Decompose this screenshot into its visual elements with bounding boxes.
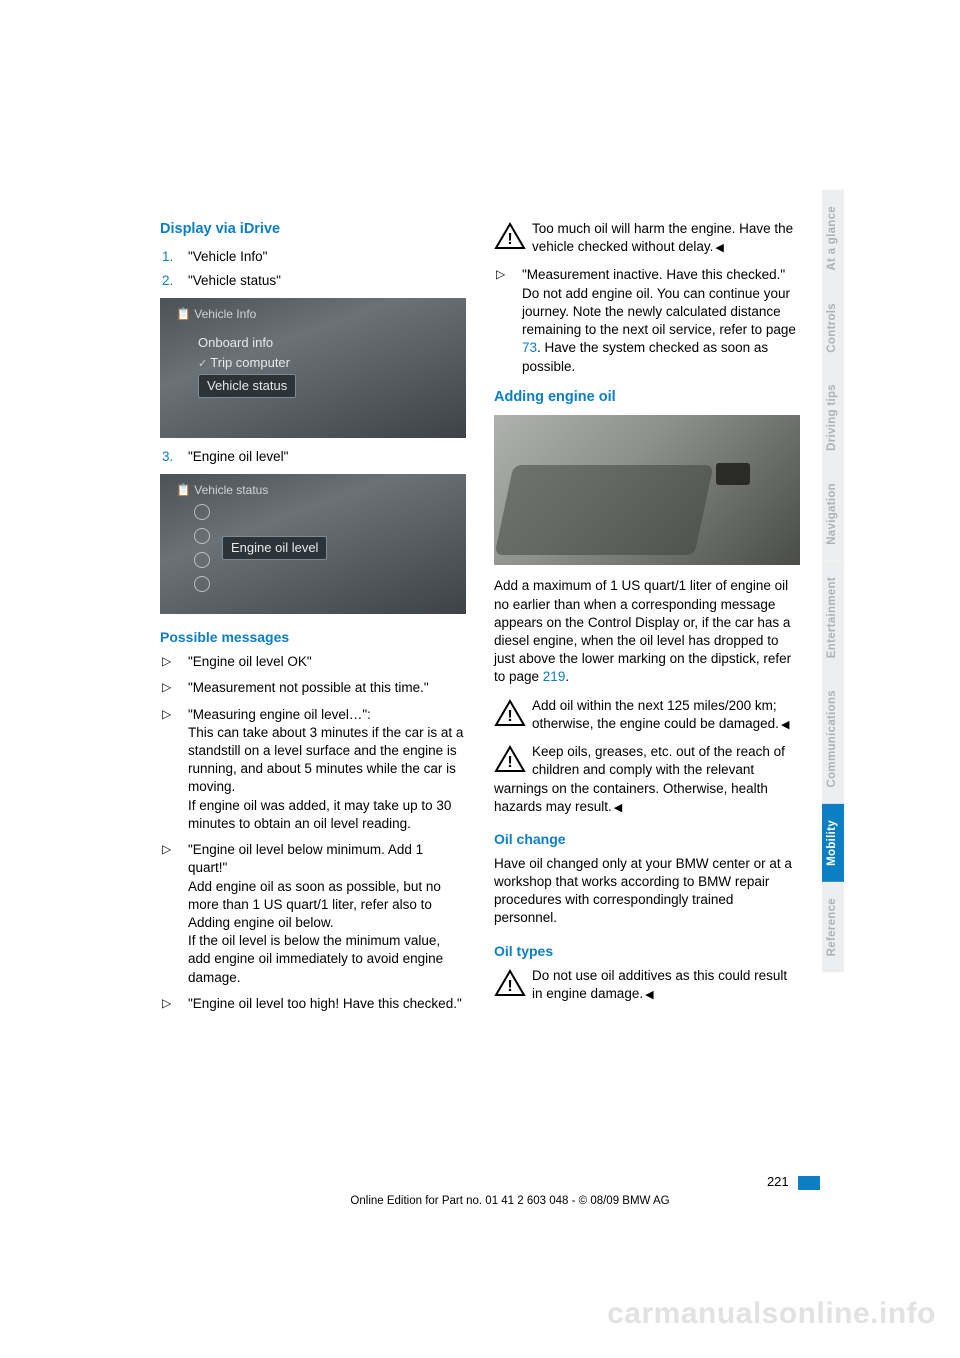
page: Display via iDrive 1. "Vehicle Info" 2. …: [0, 0, 960, 1358]
screenshot-line: Onboard info: [198, 334, 273, 352]
list-item: "Engine oil level too high! Have this ch…: [160, 995, 466, 1013]
body-text: Have oil changed only at your BMW center…: [494, 855, 800, 928]
tab-reference[interactable]: Reference: [822, 882, 844, 972]
message-text: "Measuring engine oil level…":: [188, 707, 371, 722]
heading-oil-types: Oil types: [494, 942, 800, 961]
warning-block: ! Keep oils, greases, etc. out of the re…: [494, 743, 800, 816]
message-text: Add engine oil as soon as possible, but …: [188, 879, 441, 930]
screenshot-header: 📋 Vehicle status: [176, 482, 268, 498]
heading-display-via-idrive: Display via iDrive: [160, 220, 466, 240]
heading-possible-messages: Possible messages: [160, 628, 466, 647]
tab-entertainment[interactable]: Entertainment: [822, 561, 844, 674]
tab-mobility[interactable]: Mobility: [822, 804, 844, 882]
warning-icon: !: [494, 745, 526, 773]
list-item: 3. "Engine oil level": [160, 448, 466, 466]
possible-messages-list: "Engine oil level OK" "Measurement not p…: [160, 653, 466, 1013]
body-text: .: [565, 669, 569, 684]
left-column: Display via iDrive 1. "Vehicle Info" 2. …: [160, 220, 466, 1021]
message-text: "Measurement inactive. Have this checked…: [522, 267, 785, 282]
list-item: "Measurement not possible at this time.": [160, 679, 466, 697]
list-item: "Engine oil level below minimum. Add 1 q…: [160, 841, 466, 987]
message-text: If engine oil was added, it may take up …: [188, 798, 451, 831]
step-text: "Vehicle Info": [188, 249, 267, 264]
idrive-steps-list-continued: 3. "Engine oil level": [160, 448, 466, 466]
message-text: "Engine oil level OK": [188, 654, 312, 669]
edition-line: Online Edition for Part no. 01 41 2 603 …: [160, 1194, 860, 1210]
svg-text:!: !: [507, 978, 512, 995]
message-text: If the oil level is below the minimum va…: [188, 933, 443, 984]
svg-text:!: !: [507, 708, 512, 725]
step-number: 3.: [162, 448, 173, 466]
tab-driving-tips[interactable]: Driving tips: [822, 368, 844, 467]
list-item: "Measuring engine oil level…": This can …: [160, 706, 466, 834]
tab-at-a-glance[interactable]: At a glance: [822, 190, 844, 287]
heading-adding-engine-oil: Adding engine oil: [494, 388, 800, 408]
messages-list-continued: "Measurement inactive. Have this checked…: [494, 266, 800, 375]
warning-text: Too much oil will harm the engine. Have …: [532, 221, 793, 254]
screenshot-line-highlighted: Engine oil level: [222, 536, 327, 560]
list-item: 2. "Vehicle status": [160, 272, 466, 290]
body-text: Add a maximum of 1 US quart/1 liter of e…: [494, 578, 791, 684]
message-text: "Measurement not possible at this time.": [188, 680, 429, 695]
step-text: "Engine oil level": [188, 449, 288, 464]
tab-communications[interactable]: Communications: [822, 674, 844, 804]
list-item: "Measurement inactive. Have this checked…: [494, 266, 800, 375]
message-text: "Engine oil level too high! Have this ch…: [188, 996, 462, 1011]
screenshot-line-highlighted: Vehicle status: [198, 374, 296, 398]
idrive-screenshot-vehicle-status: 📋 Vehicle status Engine oil level: [160, 474, 466, 614]
svg-text:!: !: [507, 754, 512, 771]
warning-icon: !: [494, 969, 526, 997]
message-text: This can take about 3 minutes if the car…: [188, 725, 463, 795]
warning-text: Do not use oil additives as this could r…: [532, 968, 787, 1001]
page-link[interactable]: 73: [522, 340, 537, 355]
page-number-bar: [798, 1176, 820, 1190]
list-item: "Engine oil level OK": [160, 653, 466, 671]
page-footer: 221 Online Edition for Part no. 01 41 2 …: [160, 1173, 820, 1210]
body-text: Add a maximum of 1 US quart/1 liter of e…: [494, 577, 800, 686]
right-column: ! Too much oil will harm the engine. Hav…: [494, 220, 800, 1021]
page-number: 221: [767, 1173, 789, 1191]
warning-block: ! Too much oil will harm the engine. Hav…: [494, 220, 800, 256]
engine-bay-illustration: [494, 415, 800, 565]
heading-oil-change: Oil change: [494, 830, 800, 849]
warning-text: Keep oils, greases, etc. out of the reac…: [494, 744, 785, 814]
warning-block: ! Add oil within the next 125 miles/200 …: [494, 697, 800, 733]
tab-navigation[interactable]: Navigation: [822, 467, 844, 561]
message-text: "Engine oil level below minimum. Add 1 q…: [188, 842, 423, 875]
step-number: 1.: [162, 248, 173, 266]
message-text: . Have the system checked as soon as pos…: [522, 340, 768, 373]
content-two-column: Display via iDrive 1. "Vehicle Info" 2. …: [160, 220, 800, 1021]
warning-icon: !: [494, 222, 526, 250]
idrive-steps-list: 1. "Vehicle Info" 2. "Vehicle status": [160, 248, 466, 290]
warning-text: Add oil within the next 125 miles/200 km…: [532, 698, 789, 731]
list-item: 1. "Vehicle Info": [160, 248, 466, 266]
step-text: "Vehicle status": [188, 273, 281, 288]
svg-text:!: !: [507, 231, 512, 248]
step-number: 2.: [162, 272, 173, 290]
screenshot-sidebar-icons: [194, 504, 210, 592]
section-tabs: At a glance Controls Driving tips Naviga…: [822, 190, 844, 972]
page-link[interactable]: 219: [543, 669, 566, 684]
screenshot-line: Trip computer: [198, 354, 290, 372]
tab-controls[interactable]: Controls: [822, 287, 844, 369]
idrive-screenshot-vehicle-info: 📋 Vehicle Info Onboard info Trip compute…: [160, 298, 466, 438]
warning-icon: !: [494, 699, 526, 727]
message-text: Do not add engine oil. You can continue …: [522, 286, 796, 337]
watermark: carmanualsonline.info: [607, 1294, 936, 1335]
warning-block: ! Do not use oil additives as this could…: [494, 967, 800, 1003]
screenshot-header: 📋 Vehicle Info: [176, 306, 256, 322]
